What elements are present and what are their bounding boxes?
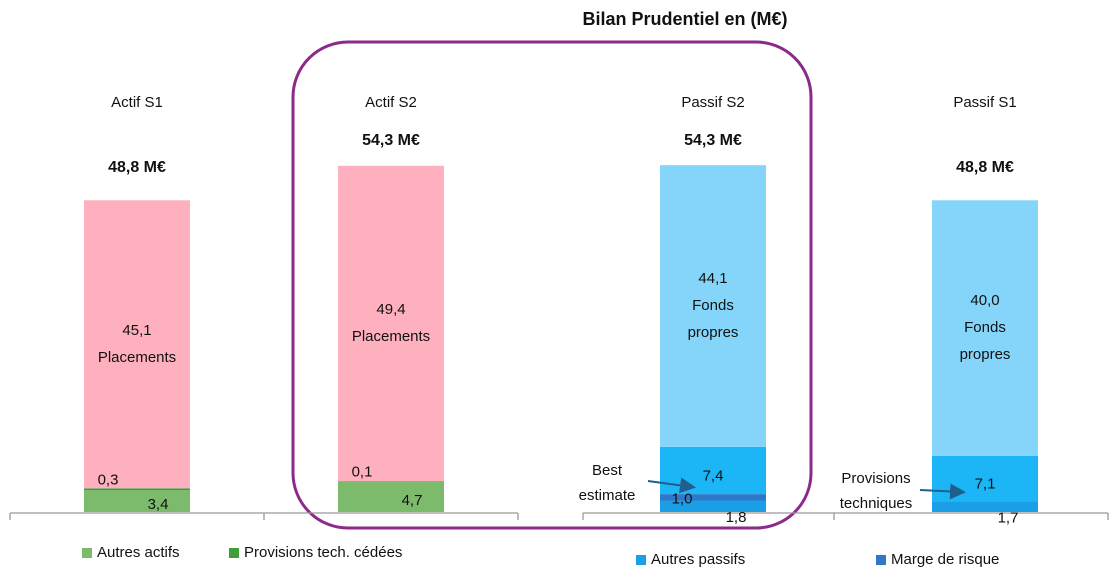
legend-label: Marge de risque <box>891 551 999 568</box>
value-label: 45,1 <box>122 322 151 339</box>
annotation: estimate <box>579 487 636 504</box>
legend-label: Autres passifs <box>651 551 745 568</box>
value-label: 3,4 <box>148 496 169 513</box>
annotation-arrow <box>919 483 966 500</box>
bar-segment <box>660 494 766 501</box>
category-label: Passif S1 <box>953 94 1016 111</box>
bar-segment <box>932 501 1038 512</box>
bar-segment <box>84 200 190 489</box>
category-label: Actif S2 <box>365 94 417 111</box>
segment-label: propres <box>688 324 739 341</box>
value-label: 7,4 <box>703 467 724 484</box>
bar-segment <box>84 488 190 491</box>
value-label: 1,7 <box>998 510 1019 527</box>
annotation: Provisions <box>841 470 910 487</box>
annotation: techniques <box>840 495 913 512</box>
category-label: Passif S2 <box>681 94 744 111</box>
bar-segment <box>660 165 766 447</box>
total-label: 54,3 M€ <box>362 132 420 149</box>
segment-label: propres <box>960 346 1011 363</box>
value-label: 1,8 <box>726 509 747 526</box>
bar-segment <box>660 500 766 512</box>
value-label: 49,4 <box>376 301 405 318</box>
legend-swatch <box>82 548 92 558</box>
legend-swatch <box>229 548 239 558</box>
bar-segment <box>932 200 1038 456</box>
annotation-arrow <box>647 477 696 494</box>
bar-segment <box>338 165 444 482</box>
bar-segment <box>84 490 190 512</box>
value-label: 4,7 <box>402 492 423 509</box>
bar-segment <box>660 446 766 495</box>
legend-swatch <box>636 555 646 565</box>
total-label: 48,8 M€ <box>108 159 166 176</box>
value-label: 44,1 <box>698 270 727 287</box>
annotation: Best <box>592 462 623 479</box>
segment-label: Placements <box>352 328 430 345</box>
total-label: 54,3 M€ <box>684 132 742 149</box>
value-label: 0,1 <box>352 464 373 481</box>
value-label: 0,3 <box>98 471 119 488</box>
legend-label: Autres actifs <box>97 544 180 561</box>
total-label: 48,8 M€ <box>956 159 1014 176</box>
value-label: 7,1 <box>975 475 996 492</box>
chart-title: Bilan Prudentiel en (M€) <box>582 9 787 29</box>
bar-segment <box>338 481 444 512</box>
highlight-frame <box>291 40 813 530</box>
legend-swatch <box>876 555 886 565</box>
value-label: 40,0 <box>970 292 999 309</box>
segment-label: Fonds <box>964 319 1006 336</box>
segment-label: Placements <box>98 349 176 366</box>
category-label: Actif S1 <box>111 94 163 111</box>
segment-label: Fonds <box>692 297 734 314</box>
axis <box>9 512 1109 520</box>
legend-label: Provisions tech. cédées <box>244 544 402 561</box>
bar-segment <box>338 481 444 482</box>
value-label: 1,0 <box>672 490 693 507</box>
